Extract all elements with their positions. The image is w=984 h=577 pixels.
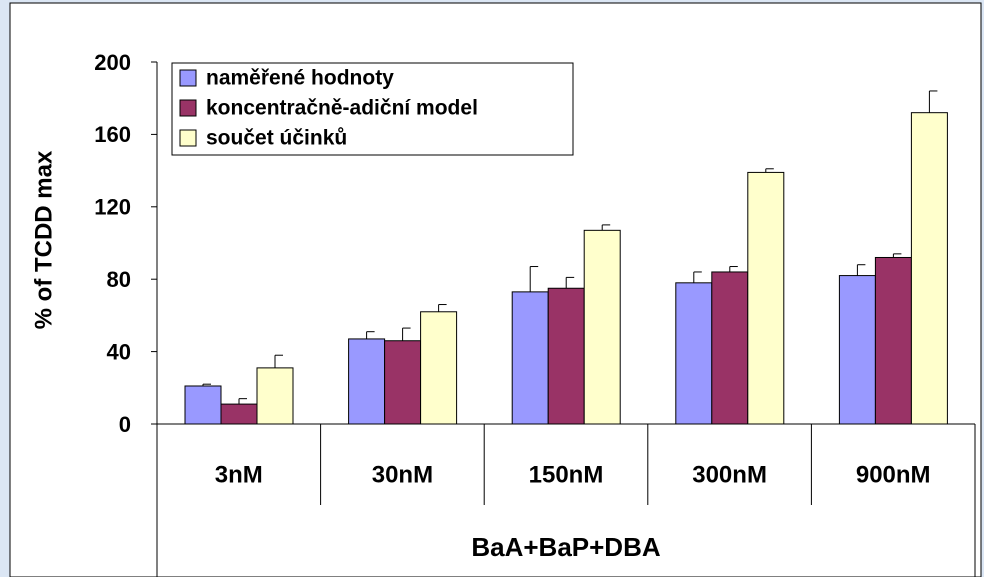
error-bar (402, 327, 411, 341)
error-bar (765, 168, 774, 173)
x-tick-label: 3nM (215, 461, 263, 488)
bar (220, 403, 258, 425)
x-tick-label: 300nM (692, 461, 767, 488)
bar (420, 311, 458, 425)
y-tick-label: 40 (107, 339, 131, 364)
bar (675, 282, 713, 425)
error-bar (366, 331, 375, 339)
bar (874, 256, 912, 425)
legend-swatch (179, 69, 197, 87)
x-axis-label: BaA+BaP+DBA (471, 532, 661, 562)
legend-box (171, 62, 574, 156)
bar (256, 367, 294, 425)
bar (184, 385, 222, 425)
error-bar (438, 304, 447, 312)
error-bar (565, 276, 575, 289)
error-bar (693, 271, 702, 283)
y-tick-label: 160 (94, 122, 131, 147)
legend-label: koncentračně-adiční model (206, 97, 478, 120)
y-tick-label: 200 (94, 50, 131, 75)
bar (747, 171, 785, 425)
legend-label: součet účinků (206, 127, 347, 150)
error-bar (202, 383, 211, 386)
error-bar (928, 90, 938, 113)
error-bar (856, 264, 866, 276)
error-bar (601, 224, 611, 231)
y-tick-label: 0 (119, 412, 131, 437)
error-bar (274, 354, 283, 368)
bar (348, 338, 386, 425)
bar (711, 271, 749, 425)
bar (910, 112, 948, 425)
y-axis-label: % of TCDD max (30, 150, 57, 329)
bar (547, 287, 585, 425)
legend-label: naměřené hodnoty (206, 67, 394, 90)
x-tick-label: 30nM (372, 461, 433, 488)
bar (583, 229, 621, 425)
bar (384, 340, 422, 425)
y-tick-label: 80 (107, 267, 131, 292)
error-bar (729, 266, 738, 272)
x-tick-label: 900nM (856, 461, 931, 488)
x-tick-label: 150nM (529, 461, 604, 488)
error-bar (238, 398, 247, 405)
error-bar (529, 266, 539, 292)
bar (838, 275, 876, 425)
bar (511, 291, 549, 425)
y-tick-label: 120 (94, 195, 131, 220)
legend-swatch (179, 99, 197, 117)
legend-swatch (179, 129, 197, 147)
error-bar (892, 253, 902, 258)
